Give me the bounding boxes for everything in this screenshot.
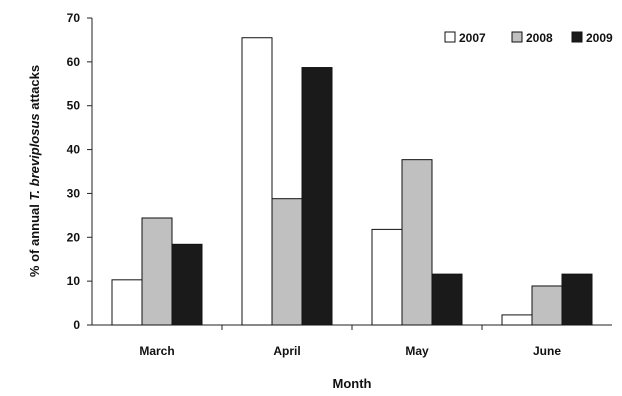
x-tick-label: June [533, 344, 561, 358]
y-tick-label: 0 [73, 318, 80, 332]
bar-2008-june [531, 285, 563, 326]
y-tick-label: 60 [67, 55, 81, 69]
bar-2008-may [401, 159, 433, 326]
bar-2008-march [141, 217, 173, 326]
bar-2007-march [111, 279, 143, 326]
legend-swatch-2007 [444, 31, 456, 43]
bar-2008-april [271, 198, 303, 326]
legend-swatch-2009 [571, 31, 583, 43]
legend: 2007 2008 2009 [444, 31, 613, 45]
x-axis-title: Month [333, 376, 372, 391]
bar-2009-may [431, 273, 463, 326]
x-tick-label: May [405, 344, 429, 358]
bar-2007-may [371, 228, 403, 326]
x-tick-label: March [139, 344, 174, 358]
bar-2009-march [171, 243, 203, 326]
bar-2007-april [241, 37, 273, 326]
legend-label-2007: 2007 [459, 31, 486, 45]
bar-2009-june [561, 273, 593, 326]
tick-labels: 0 10 20 30 40 50 60 70 March April May June [67, 11, 562, 358]
y-tick-label: 50 [67, 99, 81, 113]
legend-label-2008: 2008 [526, 31, 553, 45]
y-tick-label: 70 [67, 11, 81, 25]
y-tick-label: 30 [67, 186, 81, 200]
y-axis-title-species: T. breviplosus [27, 113, 42, 200]
bar-2009-april [301, 67, 333, 326]
y-tick-label: 10 [67, 274, 81, 288]
y-axis-title-prefix: % of annual [27, 201, 42, 278]
y-axis-title: % of annual T. breviplosus attacks [27, 65, 42, 277]
bar-2007-june [501, 314, 533, 326]
y-tick-label: 40 [67, 143, 81, 157]
x-tick-label: April [273, 344, 300, 358]
legend-swatch-2008 [511, 31, 523, 43]
y-tick-label: 20 [67, 230, 81, 244]
bars [111, 37, 593, 326]
legend-label-2009: 2009 [586, 31, 613, 45]
y-axis-title-suffix: attacks [27, 65, 42, 113]
